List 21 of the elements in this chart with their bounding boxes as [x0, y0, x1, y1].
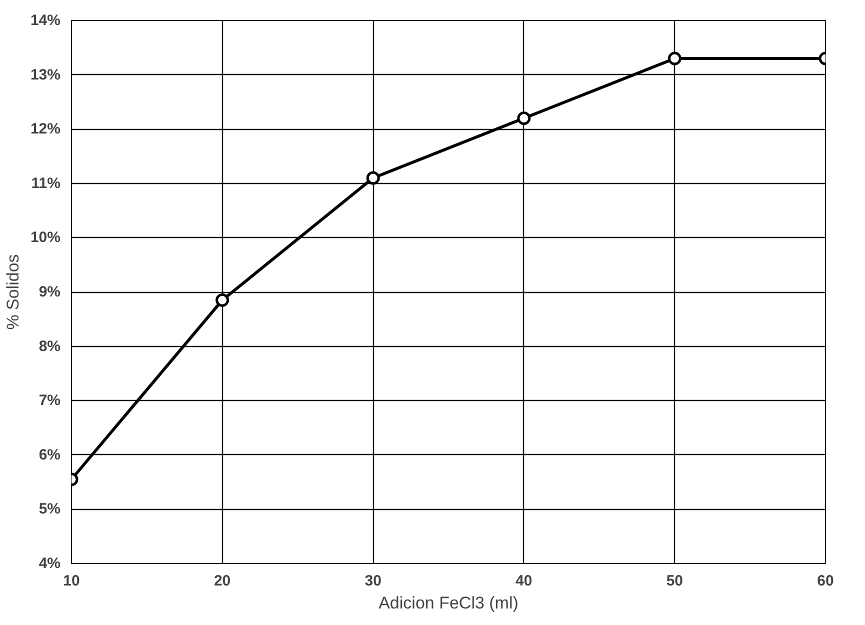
- x-tick-label: 60: [817, 572, 834, 590]
- x-tick-label: 10: [63, 572, 80, 590]
- y-tick-label: 9%: [38, 284, 61, 300]
- y-tick-label: 8%: [38, 338, 61, 355]
- y-tick-label: 6%: [38, 446, 61, 464]
- y-tick-label: 5%: [38, 500, 61, 518]
- point: [517, 112, 531, 125]
- x-tick-label: 40: [516, 572, 532, 590]
- y-tick-label: 7%: [38, 392, 61, 410]
- x-tick-label: 20: [214, 572, 231, 590]
- x-tick-label: 30: [364, 572, 382, 590]
- y-tick-label: 10%: [30, 229, 61, 246]
- y-tick-label: 11%: [31, 174, 61, 192]
- x-axis-title: Adicion FeCl3 (ml): [378, 594, 518, 612]
- y-tick-label: 14%: [30, 12, 61, 29]
- point: [366, 171, 380, 185]
- y-tick-label: 12%: [30, 120, 61, 138]
- x-tick-label: 50: [666, 572, 684, 590]
- y-tick-label: 4%: [38, 555, 61, 572]
- y-axis-title: % Solidos: [3, 254, 22, 330]
- y-tick-label: 13%: [30, 66, 61, 84]
